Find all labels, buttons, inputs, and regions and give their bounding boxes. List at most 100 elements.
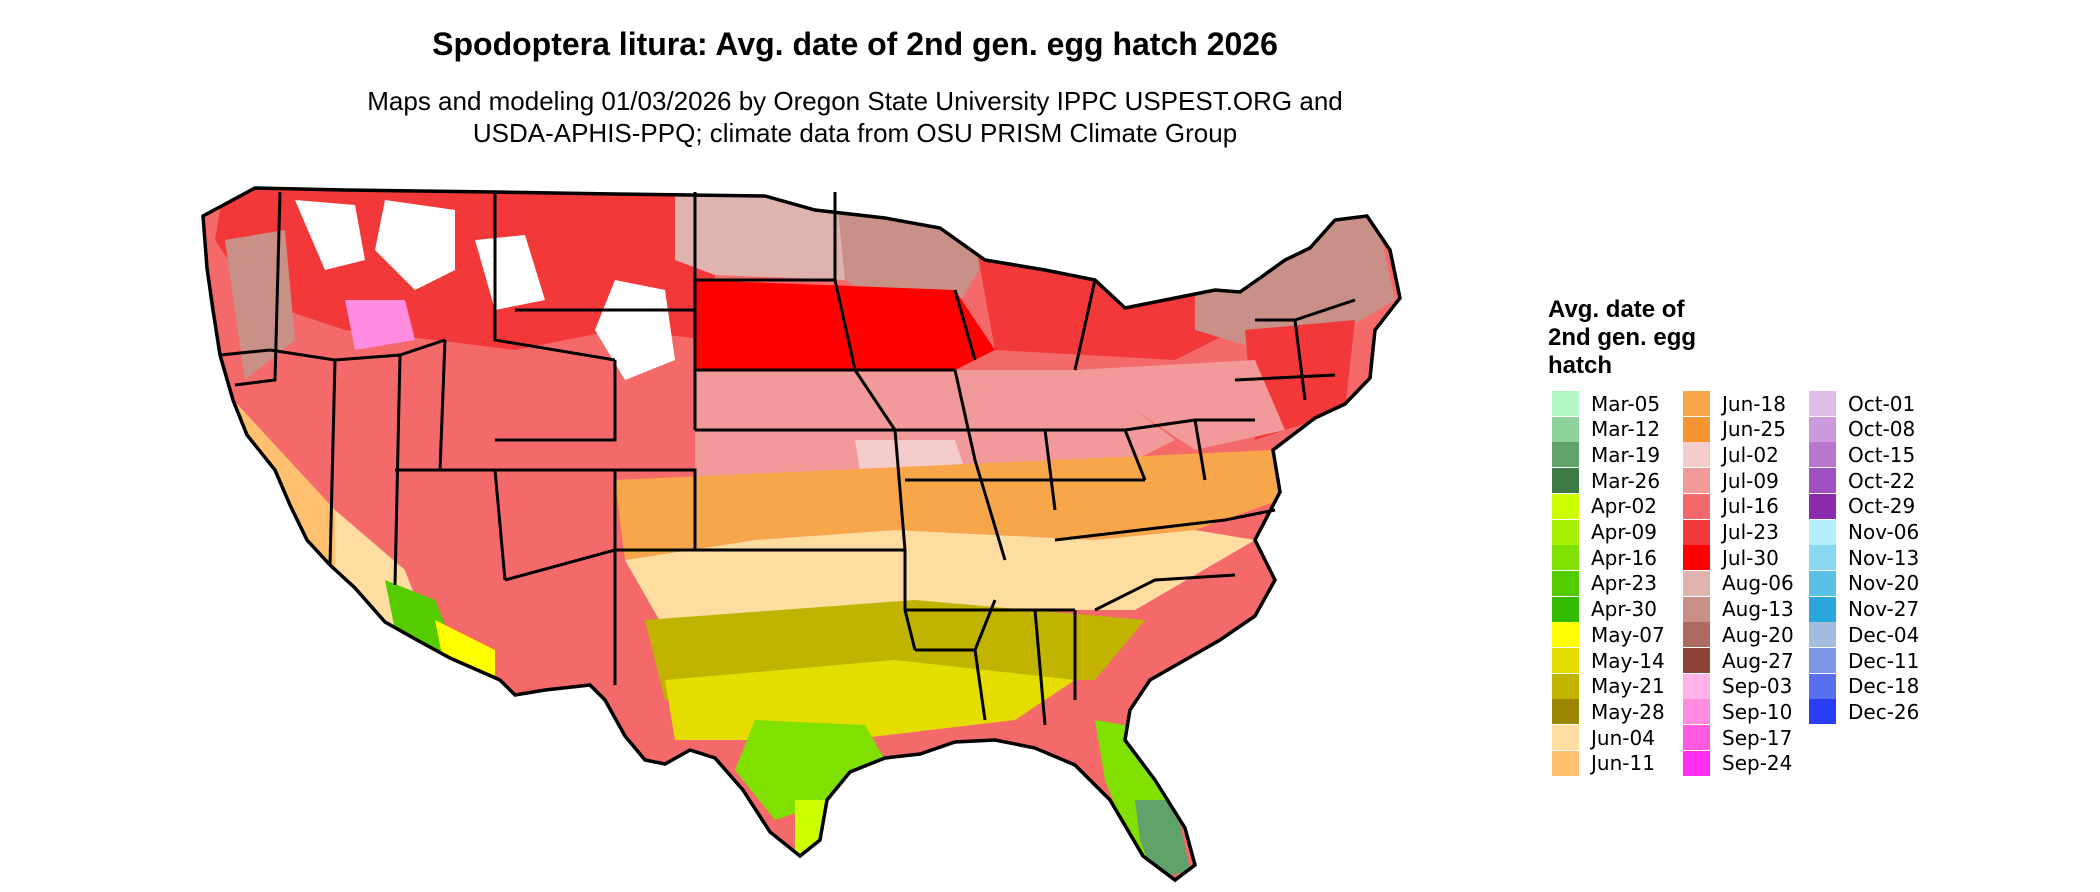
legend-swatch (1683, 442, 1710, 468)
legend-item: Sep-17 (1683, 725, 1793, 751)
legend-swatch (1683, 596, 1710, 622)
legend-swatch (1552, 519, 1579, 545)
legend-swatch (1552, 391, 1579, 416)
legend-swatch (1809, 622, 1836, 648)
legend-swatch (1683, 570, 1710, 596)
legend-item: Mar-05 (1552, 391, 1660, 416)
legend-label: Jul-16 (1722, 494, 1779, 519)
legend-item: Dec-04 (1809, 622, 1920, 648)
legend-label: Oct-29 (1848, 494, 1916, 519)
legend-label: Apr-23 (1591, 571, 1657, 596)
legend-item: Aug-27 (1683, 648, 1794, 673)
legend-label: Jul-02 (1722, 442, 1779, 467)
legend-item: Sep-03 (1683, 673, 1793, 699)
legend-item: Nov-06 (1809, 519, 1919, 545)
legend-swatch (1809, 545, 1836, 571)
legend-swatch (1683, 750, 1710, 776)
legend-label: Mar-05 (1591, 391, 1661, 416)
legend-swatch (1809, 442, 1836, 468)
legend-swatch (1683, 545, 1710, 571)
legend-label: Mar-19 (1591, 442, 1661, 467)
legend-item: Sep-10 (1683, 699, 1792, 725)
legend-swatch (1683, 622, 1710, 648)
legend-swatch (1552, 570, 1579, 596)
legend-label: Apr-16 (1591, 545, 1657, 570)
legend-label: Sep-17 (1722, 725, 1793, 750)
legend-item: Aug-20 (1683, 622, 1794, 648)
legend-item: Dec-18 (1809, 673, 1920, 699)
legend-item: Nov-13 (1809, 545, 1919, 571)
legend-swatch (1809, 416, 1836, 442)
legend-swatch (1552, 468, 1579, 494)
state-boundaries (219, 191, 1356, 726)
legend-swatch (1683, 673, 1710, 699)
legend-item: May-14 (1552, 648, 1665, 673)
legend-item: Jul-09 (1683, 468, 1779, 494)
legend-item: Nov-20 (1809, 570, 1919, 596)
legend-item: Apr-30 (1552, 596, 1657, 622)
legend-label: Oct-15 (1848, 442, 1916, 467)
legend-label: Mar-26 (1591, 468, 1661, 493)
legend-item: Apr-23 (1552, 570, 1657, 596)
legend-label: Jun-18 (1722, 391, 1786, 416)
legend-item: Jul-23 (1683, 519, 1779, 545)
legend-swatch (1683, 725, 1710, 751)
legend-item: Oct-01 (1809, 391, 1915, 416)
legend-item: Dec-11 (1809, 648, 1919, 673)
legend-swatch (1809, 699, 1836, 725)
legend-item: Oct-08 (1809, 416, 1915, 442)
legend-item: Aug-13 (1683, 596, 1794, 622)
legend-swatch (1552, 493, 1579, 519)
legend-swatch (1683, 493, 1710, 519)
legend-label: Aug-06 (1722, 571, 1794, 596)
legend-swatch (1552, 442, 1579, 468)
legend-item: Jun-11 (1552, 750, 1655, 776)
legend-label: Dec-11 (1848, 648, 1920, 673)
legend-label: May-28 (1591, 699, 1665, 724)
legend-item: Sep-24 (1683, 750, 1793, 776)
legend-item: May-07 (1552, 622, 1665, 648)
legend-title: Avg. date of 2nd gen. egg hatch (1548, 296, 1748, 380)
legend-label: May-21 (1591, 674, 1665, 699)
legend-label: Aug-13 (1722, 597, 1794, 622)
legend-label: Dec-04 (1848, 622, 1920, 647)
legend-item: May-28 (1552, 699, 1665, 725)
legend-title-line-2: 2nd gen. egg (1548, 324, 1697, 351)
legend-label: Oct-01 (1848, 391, 1916, 416)
legend-swatch (1809, 391, 1836, 416)
legend-swatch (1552, 699, 1579, 725)
legend-label: Jun-25 (1722, 417, 1786, 442)
legend-item: Jun-18 (1683, 391, 1786, 416)
legend-item: Oct-15 (1809, 442, 1916, 468)
legend-item: Nov-27 (1809, 596, 1919, 622)
legend-swatch (1552, 545, 1579, 571)
legend-swatch (1809, 493, 1836, 519)
legend-item: Mar-26 (1552, 468, 1661, 494)
legend-item: Aug-06 (1683, 570, 1794, 596)
legend-swatch (1552, 750, 1579, 776)
legend-swatch (1552, 648, 1579, 673)
legend-item: Apr-09 (1552, 519, 1657, 545)
legend-label: Aug-20 (1722, 622, 1794, 647)
legend-swatch (1809, 673, 1836, 699)
legend-item: Oct-22 (1809, 468, 1916, 494)
legend-swatch (1683, 391, 1710, 416)
legend-item: Oct-29 (1809, 493, 1916, 519)
legend-item: Jun-04 (1552, 725, 1655, 751)
legend-swatch (1552, 725, 1579, 751)
legend-label: Jul-09 (1722, 468, 1779, 493)
legend-label: Oct-22 (1848, 468, 1916, 493)
legend-swatch (1683, 468, 1710, 494)
legend-label: Dec-18 (1848, 674, 1920, 699)
legend-label: May-14 (1591, 648, 1665, 673)
legend-item: Jul-02 (1683, 442, 1779, 468)
legend-label: Sep-24 (1722, 751, 1793, 776)
legend-label: Sep-03 (1722, 674, 1793, 699)
legend-item: Jul-30 (1683, 545, 1779, 571)
legend-swatch (1809, 468, 1836, 494)
legend-swatch (1683, 416, 1710, 442)
legend-item: Mar-19 (1552, 442, 1661, 468)
legend-swatch (1809, 519, 1836, 545)
legend-item: Apr-16 (1552, 545, 1657, 571)
legend-swatch (1809, 570, 1836, 596)
